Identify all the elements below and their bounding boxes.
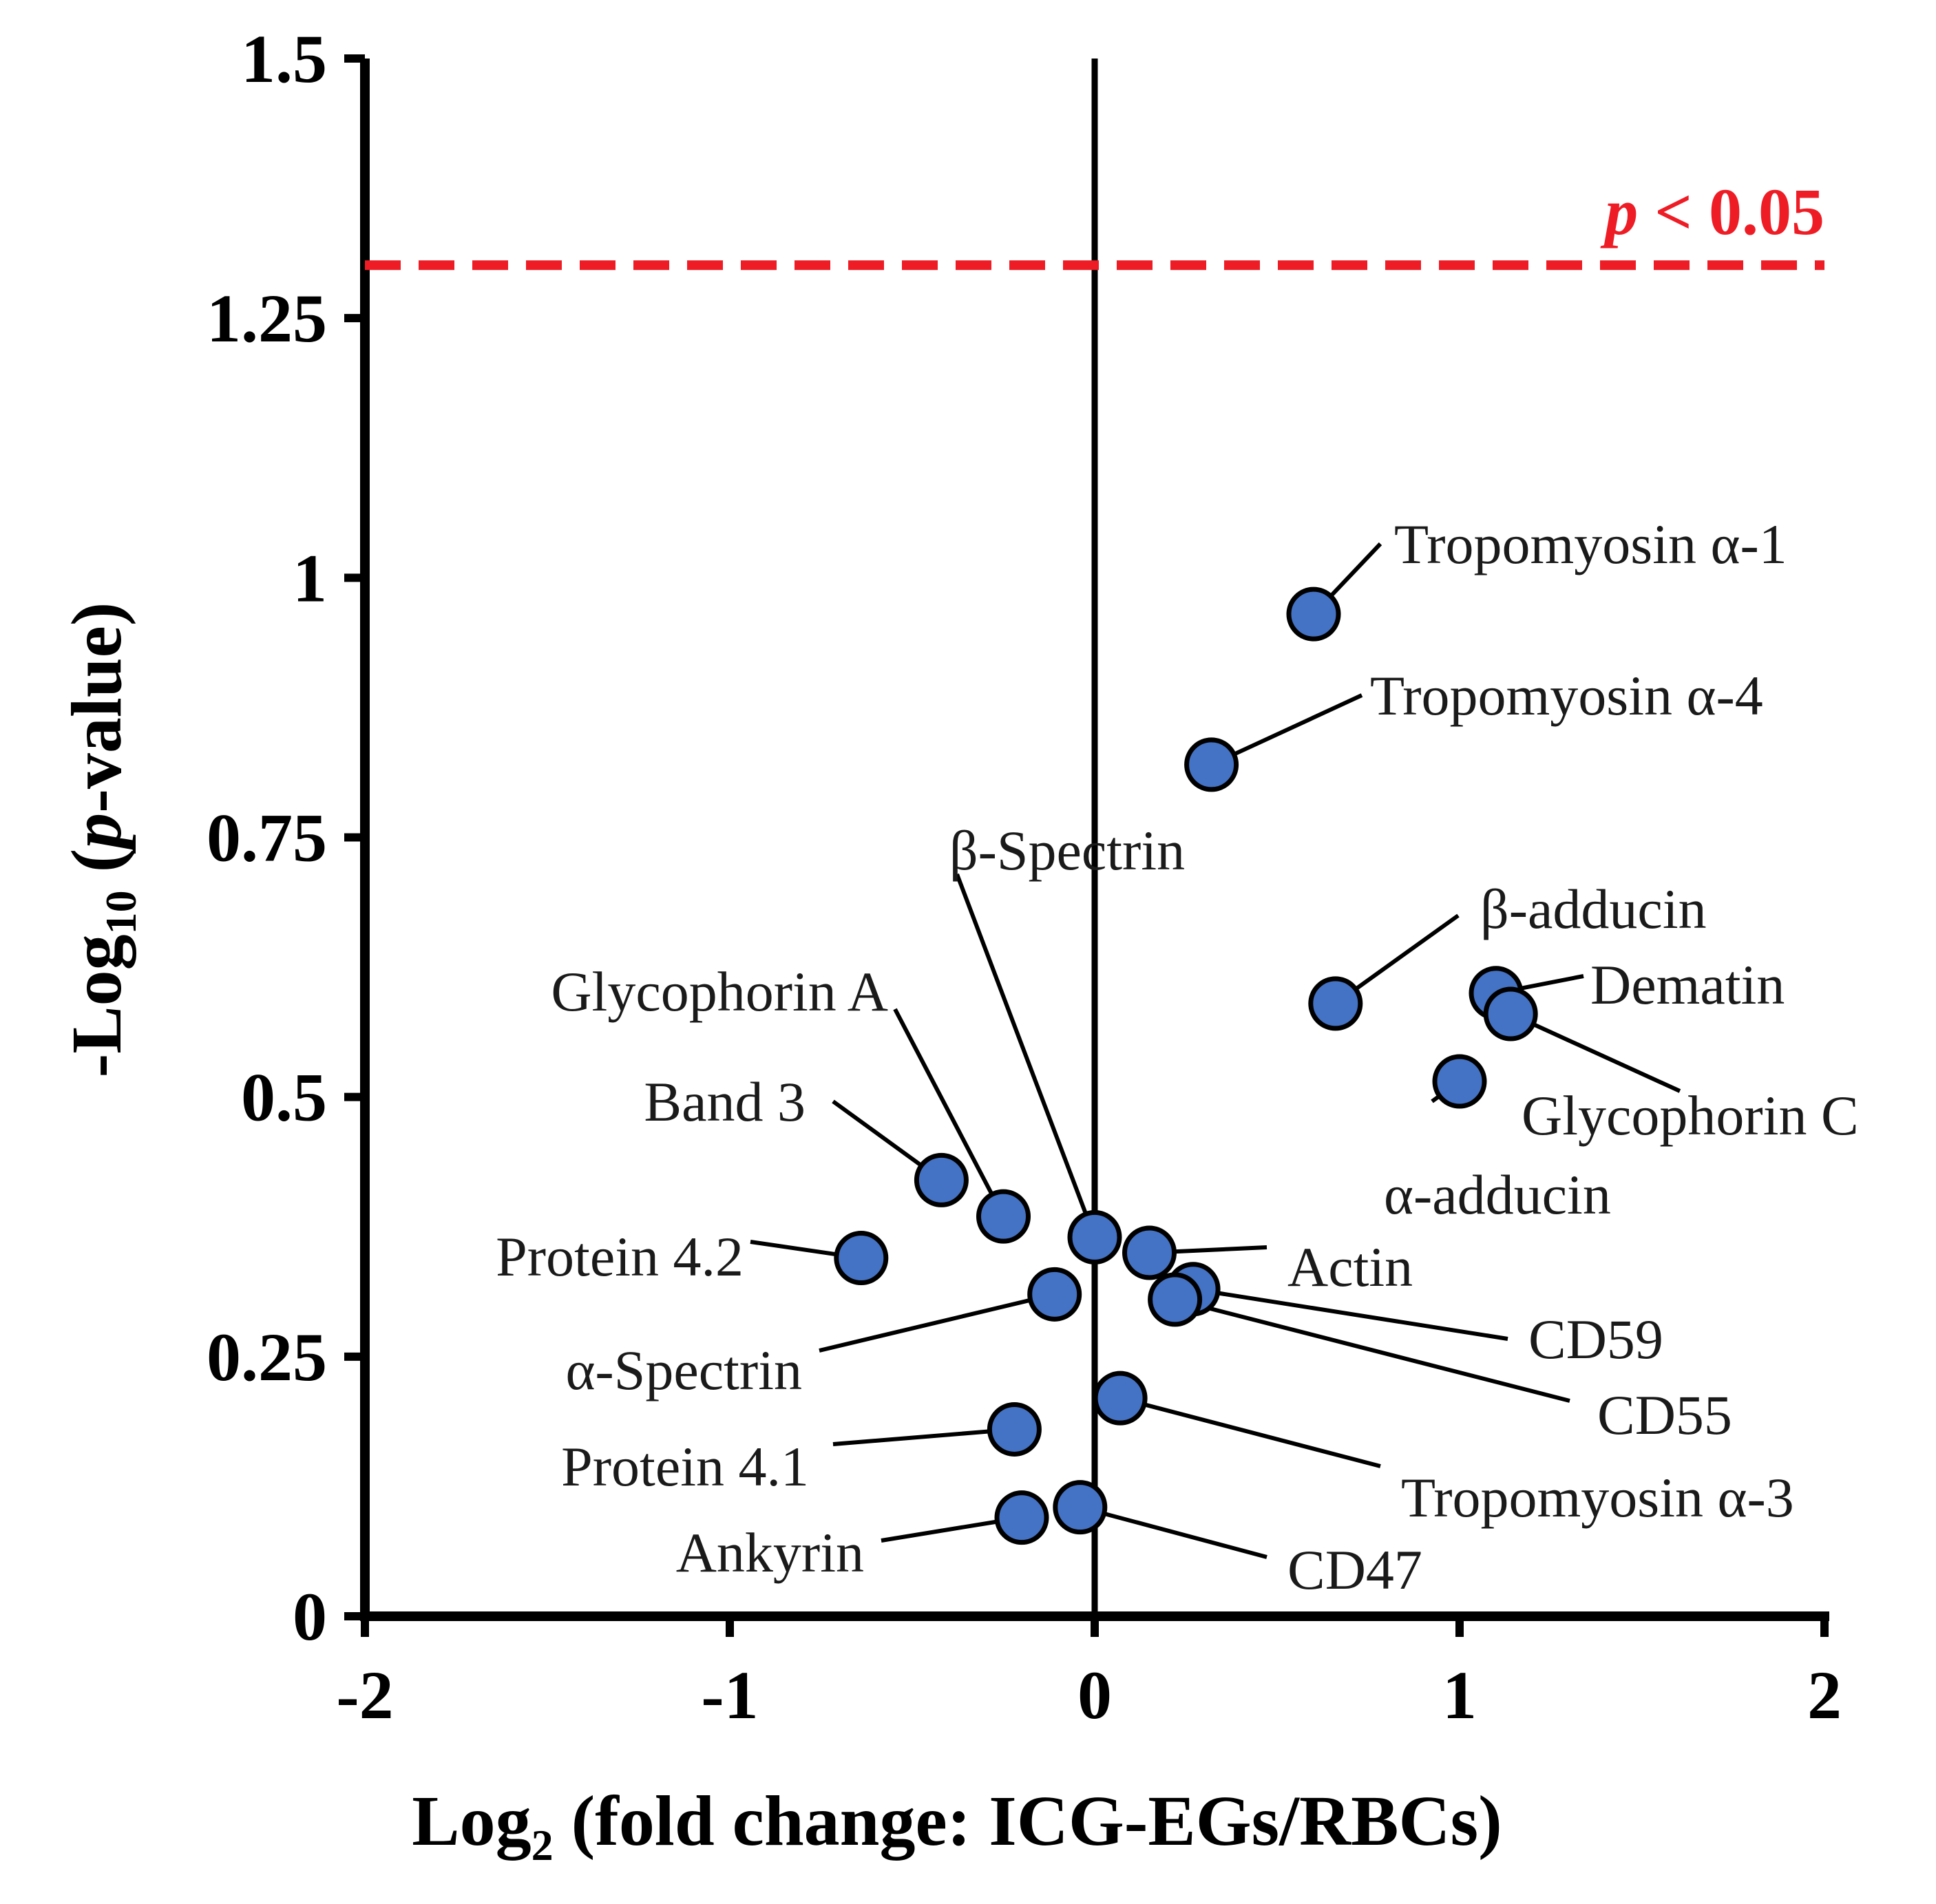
data-point [1184, 737, 1239, 792]
data-point-label: α-Spectrin [565, 1339, 802, 1401]
x-axis-title: Log2 (fold change: ICG-EGs/RBCs) [412, 1781, 1502, 1870]
data-point-label: Tropomyosin α-3 [1401, 1466, 1794, 1529]
data-point-label: Ankyrin [676, 1521, 864, 1584]
label-leader-line [1233, 693, 1363, 757]
label-leader-lines [750, 542, 1681, 1559]
data-point-label: α-adducin [1384, 1163, 1611, 1226]
data-point-label: Glycophorin A [551, 960, 888, 1023]
label-leader-line [832, 1099, 923, 1167]
y-tick-label: 1.5 [241, 21, 327, 97]
data-point [1067, 1209, 1122, 1265]
label-leader-line [1354, 913, 1460, 991]
label-leader-line [832, 1429, 990, 1446]
data-point [1432, 1054, 1487, 1109]
label-leader-line [1329, 542, 1382, 598]
data-point [1093, 1371, 1148, 1426]
x-tick-label: 2 [1807, 1657, 1842, 1733]
data-points [834, 586, 1538, 1545]
x-tick-label: 0 [1077, 1657, 1112, 1733]
data-point [1483, 986, 1538, 1041]
label-leader-line [881, 1519, 998, 1543]
label-leader-line [955, 873, 1088, 1215]
data-point-label: Protein 4.2 [496, 1225, 744, 1288]
data-point-label: β-Spectrin [949, 819, 1185, 882]
label-leader-line [1198, 1303, 1570, 1403]
data-point [1308, 976, 1363, 1031]
label-leader-line [1174, 1245, 1267, 1254]
data-point-label: CD55 [1597, 1384, 1732, 1446]
y-tick-label: 0.25 [207, 1319, 327, 1395]
y-tick-label: 0.5 [241, 1059, 327, 1136]
data-point-label: CD59 [1528, 1308, 1663, 1371]
data-point-label: β-adducin [1480, 878, 1707, 940]
data-point [1027, 1267, 1082, 1322]
significance-threshold-label: p < 0.05 [1600, 175, 1824, 248]
y-tick-label: 0 [293, 1578, 327, 1655]
data-point-label: CD47 [1287, 1538, 1422, 1601]
x-tick-label: -1 [701, 1657, 758, 1733]
point-labels: Tropomyosin α-1 Tropomyosin α-4 β-adducin D… [496, 513, 1859, 1601]
label-leader-line [1519, 974, 1584, 991]
y-tick-label: 1.25 [207, 280, 327, 357]
data-point [987, 1401, 1042, 1457]
data-point [1286, 586, 1341, 642]
data-point-label: Protein 4.1 [561, 1435, 809, 1498]
x-tick-label: 1 [1442, 1657, 1477, 1733]
label-leader-line [819, 1298, 1031, 1353]
data-point-label: Glycophorin C [1522, 1084, 1859, 1147]
data-point-label: Dematin [1590, 953, 1785, 1016]
data-point-label: Actin [1287, 1236, 1413, 1298]
label-leader-line [1532, 1022, 1681, 1093]
label-leader-line [1217, 1291, 1508, 1341]
y-axis-title: -Log10 (p-value) [57, 602, 145, 1078]
data-point [914, 1152, 969, 1207]
data-point [834, 1231, 889, 1286]
data-point [1148, 1272, 1203, 1327]
y-tick-label: 0.75 [207, 800, 327, 876]
label-leader-line [1103, 1511, 1267, 1559]
y-tick-label: 1 [293, 540, 327, 616]
data-point [976, 1189, 1031, 1244]
data-point [1122, 1225, 1177, 1280]
data-point-label: Band 3 [644, 1070, 806, 1133]
label-leader-line [1144, 1402, 1381, 1468]
axis-ticks: 0 0.25 0.5 0.75 1 1.25 1.5 -2 -1 0 1 2 [207, 21, 1842, 1733]
data-point-label: Tropomyosin α-4 [1370, 664, 1763, 727]
data-point [1053, 1480, 1108, 1535]
data-point [994, 1490, 1049, 1545]
label-leader-line [750, 1240, 837, 1257]
data-point-label: Tropomyosin α-1 [1394, 513, 1787, 575]
label-leader-line [893, 1008, 994, 1196]
x-tick-label: -2 [336, 1657, 393, 1733]
